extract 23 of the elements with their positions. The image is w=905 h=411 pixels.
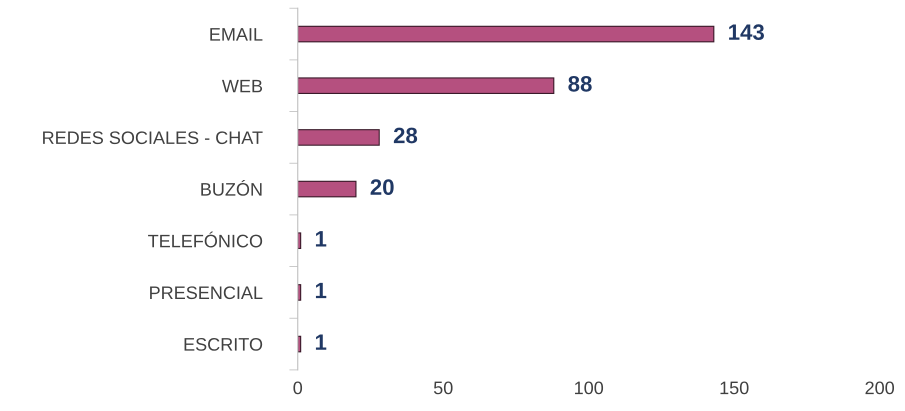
data-label: 28 (394, 128, 418, 144)
data-label: 1 (316, 231, 326, 246)
x-tick-label: 200 (866, 381, 894, 394)
y-tick-label: REDES SOCIALES - CHAT (43, 131, 263, 144)
x-tick-label: 150 (720, 381, 749, 394)
data-label: 1 (316, 334, 326, 350)
bar (298, 77, 554, 94)
data-label: 88 (568, 76, 592, 92)
data-label: 1 (316, 282, 326, 298)
y-tick-label: ESCRITO (184, 338, 262, 351)
data-label: 20 (370, 179, 394, 196)
y-tick-label: EMAIL (210, 28, 262, 41)
bar (298, 180, 356, 198)
y-tick-label: BUZÓN (201, 180, 262, 196)
bar (298, 129, 380, 146)
y-tick-label: PRESENCIAL (150, 286, 262, 300)
data-label: 143 (729, 24, 764, 40)
x-tick-label: 50 (434, 381, 453, 394)
bar (298, 26, 714, 42)
x-tick-label: 0 (293, 381, 302, 394)
y-tick-label: WEB (222, 80, 262, 92)
y-tick-label: TELEFÓNICO (148, 232, 262, 248)
x-tick-label: 100 (575, 381, 604, 394)
